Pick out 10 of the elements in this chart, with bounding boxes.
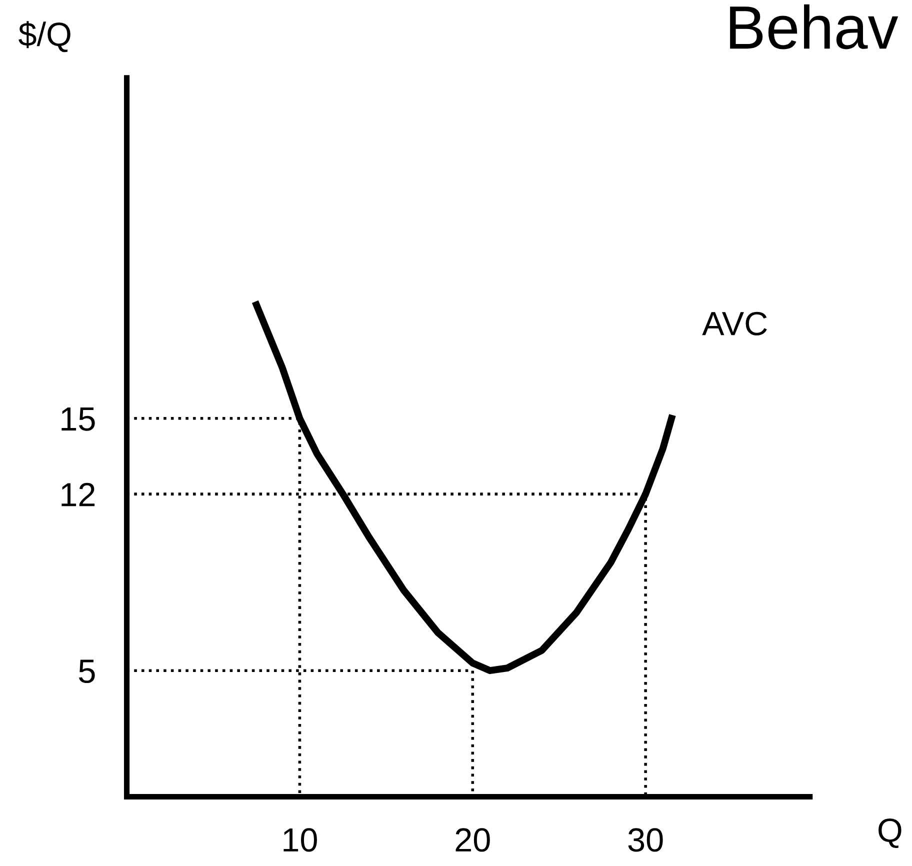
y-tick-label: 5 <box>79 660 95 684</box>
x-tick-label: 20 <box>456 828 490 852</box>
text: AVC <box>702 312 767 336</box>
y-tick-label: 12 <box>62 482 95 506</box>
x-tick-label: 30 <box>628 828 663 852</box>
x-axis-title: Q <box>878 818 902 848</box>
y-axis-title: $/Q <box>18 21 70 52</box>
y-tick-label: 15 <box>62 408 95 431</box>
x-tick-label: 10 <box>284 828 317 852</box>
chart-title: Behav <box>730 4 898 50</box>
